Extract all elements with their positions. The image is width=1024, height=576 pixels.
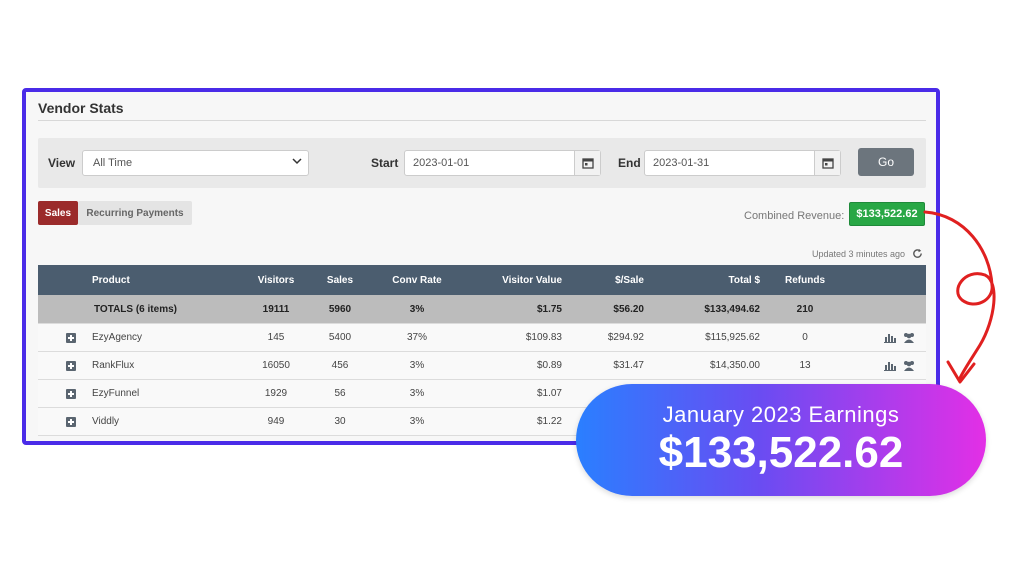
totals-sales: 5960 [328, 303, 352, 315]
go-button[interactable]: Go [858, 148, 914, 176]
row-sales: 5400 [328, 332, 352, 343]
row-refunds: 13 [799, 360, 811, 371]
earnings-amount: $133,522.62 [658, 428, 904, 477]
updated-timestamp: Updated 3 minutes ago [812, 249, 906, 259]
row-visitor-value: $1.22 [536, 416, 562, 427]
bar-chart-icon[interactable] [884, 332, 896, 343]
combined-revenue-badge: $133,522.62 [849, 202, 925, 226]
row-visitors: 949 [267, 416, 285, 427]
start-date-input[interactable]: 2023-01-01 [404, 150, 601, 176]
row-actions [884, 360, 916, 371]
view-label: View [48, 156, 76, 170]
row-product: EzyFunnel [92, 388, 140, 399]
row-product: Viddly [92, 416, 120, 427]
table-row: EzyAgency 145 5400 37% $109.83 $294.92 $… [38, 324, 926, 352]
refresh-icon[interactable] [912, 248, 923, 259]
page-title: Vendor Stats [38, 100, 124, 116]
bar-chart-icon[interactable] [884, 360, 896, 371]
row-sales: 456 [331, 360, 349, 371]
end-date-value: 2023-01-31 [653, 157, 710, 169]
end-calendar-button[interactable] [814, 151, 840, 175]
plus-square-icon[interactable] [66, 389, 76, 399]
combined-revenue-label: Combined Revenue: [744, 210, 845, 222]
calendar-icon [821, 158, 834, 169]
tab-recurring-payments[interactable]: Recurring Payments [78, 201, 192, 225]
row-total: $14,350.00 [709, 360, 760, 371]
stats-table: Product Visitors Sales Conv Rate Visitor… [38, 265, 926, 436]
table-row: RankFlux 16050 456 3% $0.89 $31.47 $14,3… [38, 352, 926, 380]
col-sales[interactable]: Sales [326, 274, 354, 286]
row-product: EzyAgency [92, 332, 143, 343]
table-header: Product Visitors Sales Conv Rate Visitor… [38, 265, 926, 295]
users-icon[interactable] [902, 360, 916, 371]
totals-total: $133,494.62 [704, 303, 760, 315]
vendor-stats-panel: Vendor Stats View All Time Start 2023-01… [22, 88, 940, 445]
row-sales: 56 [334, 388, 346, 399]
col-conv-rate[interactable]: Conv Rate [392, 274, 442, 286]
users-icon[interactable] [902, 332, 916, 343]
row-total: $115,925.62 [705, 332, 760, 343]
totals-product: TOTALS (6 items) [94, 303, 177, 315]
row-conv: 3% [409, 388, 425, 399]
end-date-input[interactable]: 2023-01-31 [644, 150, 841, 176]
row-per-sale: $294.92 [607, 332, 644, 343]
totals-row: TOTALS (6 items) 19111 5960 3% $1.75 $56… [38, 295, 926, 324]
view-select[interactable]: All Time [82, 150, 309, 176]
row-per-sale: $31.47 [613, 360, 644, 371]
row-conv: 3% [409, 360, 425, 371]
row-visitor-value: $109.83 [525, 332, 562, 343]
row-conv: 37% [406, 332, 427, 343]
filter-bar: View All Time Start 2023-01-01 End 2023-… [38, 138, 926, 188]
earnings-callout: January 2023 Earnings $133,522.62 [576, 384, 986, 496]
tab-sales[interactable]: Sales [38, 201, 78, 225]
plus-square-icon[interactable] [66, 333, 76, 343]
row-visitors: 16050 [262, 360, 290, 371]
row-sales: 30 [334, 416, 346, 427]
row-conv: 3% [409, 416, 425, 427]
plus-square-icon[interactable] [66, 361, 76, 371]
start-calendar-button[interactable] [574, 151, 600, 175]
start-label: Start [371, 156, 399, 170]
totals-visitor-value: $1.75 [536, 303, 562, 315]
title-divider [38, 120, 926, 121]
row-visitors: 145 [267, 332, 285, 343]
totals-per-sale: $56.20 [613, 303, 644, 315]
calendar-icon [581, 158, 594, 169]
col-total[interactable]: Total $ [728, 274, 760, 286]
totals-refunds: 210 [796, 303, 814, 315]
totals-visitors: 19111 [262, 303, 290, 315]
chevron-down-icon [292, 158, 302, 165]
row-refunds: 0 [802, 332, 808, 343]
row-visitors: 1929 [264, 388, 288, 399]
row-visitor-value: $1.07 [536, 388, 562, 399]
earnings-title: January 2023 Earnings [662, 402, 900, 427]
row-visitor-value: $0.89 [536, 360, 562, 371]
col-product[interactable]: Product [92, 274, 130, 286]
view-select-value: All Time [93, 157, 133, 169]
row-actions [884, 332, 916, 343]
col-per-sale[interactable]: $/Sale [615, 274, 644, 286]
start-date-value: 2023-01-01 [413, 157, 470, 169]
totals-conv: 3% [409, 303, 425, 315]
col-refunds[interactable]: Refunds [785, 274, 825, 286]
plus-square-icon[interactable] [66, 417, 76, 427]
end-label: End [618, 156, 641, 170]
row-product: RankFlux [92, 360, 135, 371]
col-visitor-value[interactable]: Visitor Value [502, 274, 562, 286]
col-visitors[interactable]: Visitors [257, 274, 295, 286]
